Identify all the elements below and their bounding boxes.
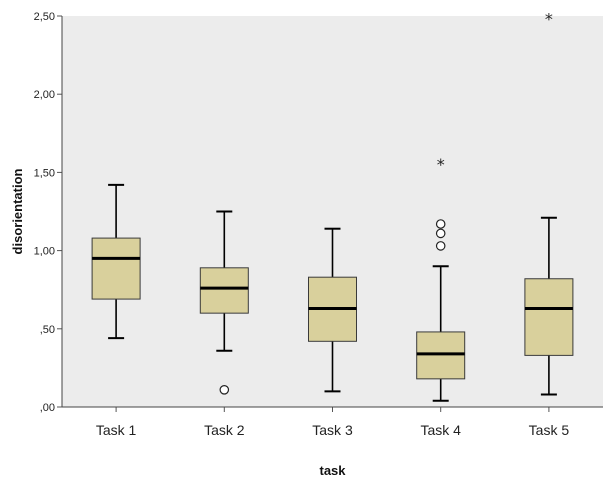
y-axis-title: disorientation — [10, 168, 25, 254]
y-tick-label: ,50 — [40, 324, 55, 336]
x-tick-label: Task 5 — [529, 422, 570, 438]
box-iqr — [91, 237, 141, 300]
box-iqr — [416, 331, 466, 380]
y-tick-label: 1,50 — [34, 167, 55, 179]
x-tick-label: Task 4 — [420, 422, 461, 438]
box-series: ** — [91, 10, 574, 402]
x-tick-label: Task 1 — [96, 422, 137, 438]
box-group-5: * — [524, 10, 574, 396]
box-group-2 — [199, 210, 249, 395]
y-tick-label: 1,00 — [34, 246, 55, 258]
y-tick-label: 2,00 — [34, 89, 55, 101]
y-tick-label: 2,50 — [34, 11, 55, 23]
x-axis-ticks: Task 1 Task 2 Task 3 Task 4 Task 5 — [96, 407, 569, 438]
x-axis-title: task — [319, 463, 346, 478]
box-iqr — [524, 278, 574, 356]
extreme-point: * — [437, 155, 445, 174]
extreme-point: * — [545, 10, 553, 29]
outlier-point — [219, 384, 230, 395]
box-iqr — [199, 267, 249, 314]
box-group-4: * — [416, 155, 466, 402]
box-group-3 — [308, 227, 357, 393]
x-tick-label: Task 3 — [312, 422, 353, 438]
box-group-1 — [91, 183, 141, 340]
outlier-point — [435, 219, 446, 229]
outlier-point — [435, 241, 446, 251]
outlier-point — [435, 228, 446, 239]
y-axis-ticks: ,00 ,50 1,00 1,50 2,00 2,50 — [34, 11, 62, 414]
y-tick-label: ,00 — [40, 402, 55, 414]
x-tick-label: Task 2 — [204, 422, 245, 438]
